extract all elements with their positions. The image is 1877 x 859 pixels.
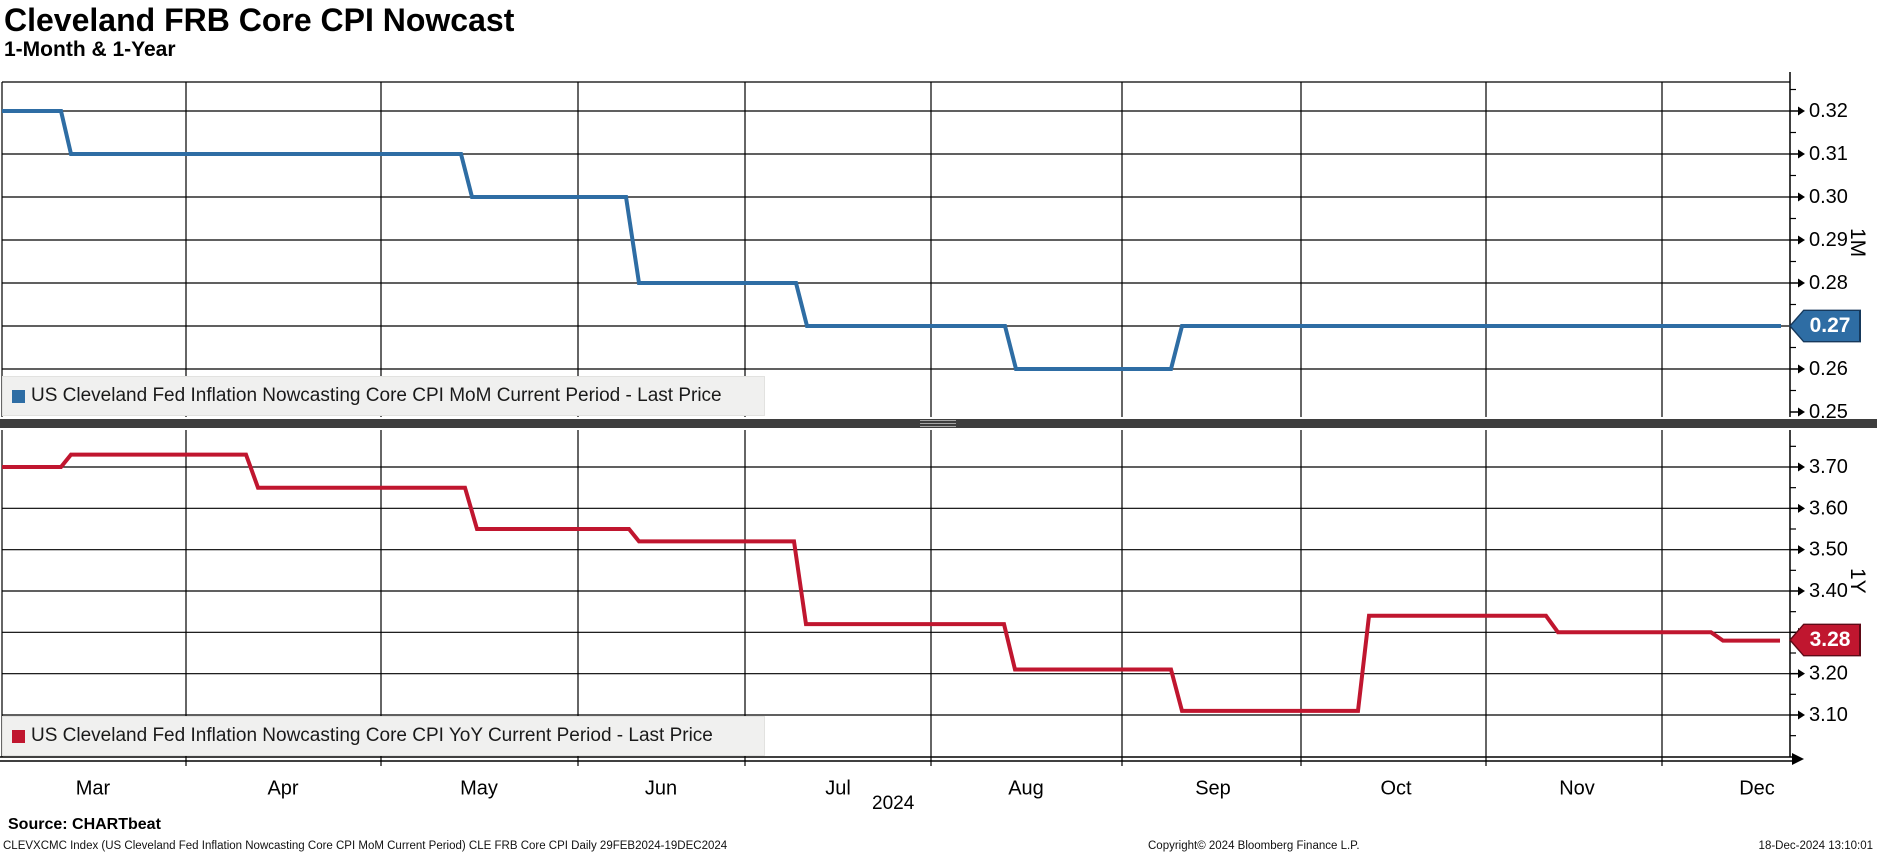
x-tick-label-month: May (460, 778, 498, 800)
footer-description: CLEVXCMC Index (US Cleveland Fed Inflati… (3, 840, 728, 852)
legend-1y[interactable]: US Cleveland Fed Inflation Nowcasting Co… (2, 716, 765, 756)
x-tick-label-month: Oct (1380, 778, 1412, 800)
y-tick-label-1m: 0.28 (1809, 272, 1848, 294)
y-tick-label-1m: 0.26 (1809, 358, 1848, 380)
divider-drag-handle-icon[interactable] (920, 420, 956, 427)
x-axis-year-label: 2024 (872, 793, 915, 814)
x-tick-label-month: Jun (645, 778, 677, 800)
y-tick-label-1m: 0.29 (1809, 229, 1848, 251)
x-tick-label-month: Dec (1739, 778, 1775, 800)
source-label: Source: CHARTbeat (8, 816, 161, 833)
footer-copyright: Copyright© 2024 Bloomberg Finance L.P. (1148, 840, 1360, 852)
y-tick-label-1m: 0.32 (1809, 100, 1848, 122)
axis-panel-label-1m: 1M (1846, 228, 1869, 258)
x-tick-label-month: Sep (1195, 778, 1231, 800)
series-line-1m[interactable] (2, 109, 1781, 371)
series-line-1y[interactable] (2, 452, 1780, 713)
legend-label-1y: US Cleveland Fed Inflation Nowcasting Co… (31, 725, 713, 746)
footer-fine-print: CLEVXCMC Index (US Cleveland Fed Inflati… (0, 840, 1877, 856)
y-tick-label-1y: 3.20 (1809, 663, 1848, 685)
y-tick-label-1y: 3.50 (1809, 539, 1848, 561)
y-tick-label-1m: 0.31 (1809, 143, 1848, 165)
x-tick-label-month: Mar (76, 778, 111, 800)
last-price-marker-1m[interactable]: 0.27 (1789, 309, 1861, 343)
y-tick-label-1y: 3.70 (1809, 456, 1848, 478)
page-subtitle: 1-Month & 1-Year (4, 38, 176, 61)
footer-timestamp: 18-Dec-2024 13:10:01 (1758, 840, 1873, 852)
x-tick-label-month: Jul (825, 778, 851, 800)
legend-1m[interactable]: US Cleveland Fed Inflation Nowcasting Co… (2, 376, 765, 416)
legend-label-1m: US Cleveland Fed Inflation Nowcasting Co… (31, 385, 722, 406)
y-tick-label-1y: 3.10 (1809, 704, 1848, 726)
axis-panel-label-1y: 1Y (1846, 568, 1869, 594)
x-tick-label-month: Aug (1008, 778, 1044, 800)
y-tick-label-1y: 3.40 (1809, 580, 1848, 602)
x-tick-label-month: Nov (1559, 778, 1595, 800)
legend-swatch-1m-icon (12, 389, 25, 403)
last-price-value-1y: 3.28 (1809, 628, 1851, 651)
last-price-value-1m: 0.27 (1809, 314, 1851, 337)
legend-swatch-1y-icon (12, 729, 25, 743)
panel-divider (0, 419, 1877, 428)
last-price-marker-1y[interactable]: 3.28 (1789, 623, 1861, 657)
y-tick-label-1y: 3.60 (1809, 497, 1848, 519)
page-title: Cleveland FRB Core CPI Nowcast (4, 2, 515, 38)
y-tick-label-1m: 0.25 (1809, 401, 1848, 423)
y-tick-label-1m: 0.30 (1809, 186, 1848, 208)
x-tick-label-month: Apr (267, 778, 298, 800)
